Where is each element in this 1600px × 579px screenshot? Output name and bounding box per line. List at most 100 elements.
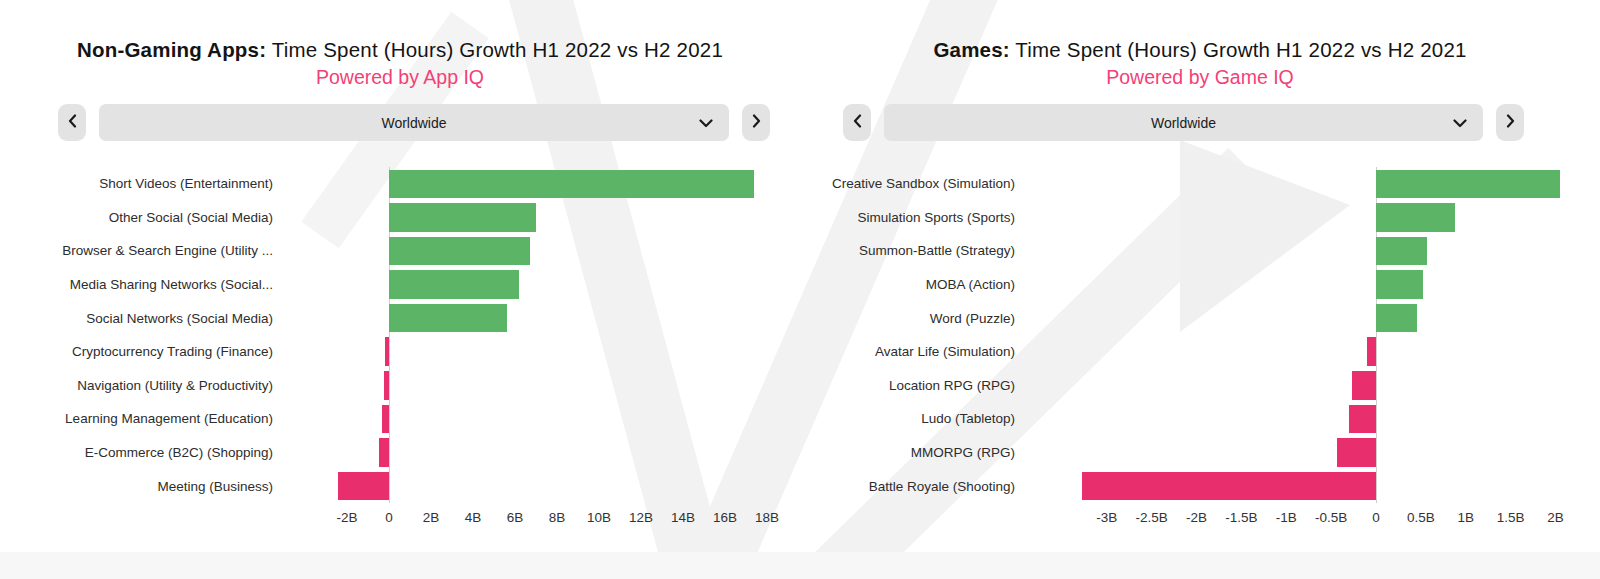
x-axis-tick-0.5B: 0.5B <box>1407 510 1435 525</box>
bar-mmorpg-rpg[interactable] <box>1337 438 1376 467</box>
row-plot <box>283 268 775 302</box>
row-plot <box>1025 167 1560 201</box>
chart-row: E-Commerce (B2C) (Shopping) <box>0 436 800 470</box>
bar-other-social-social-media[interactable] <box>389 203 536 232</box>
bar-word-puzzle[interactable] <box>1376 304 1417 333</box>
chart-row: Cryptocurrency Trading (Finance) <box>0 335 800 369</box>
category-label-moba-action: MOBA (Action) <box>800 268 1025 302</box>
chart-plot-area: Creative Sandbox (Simulation)Simulation … <box>800 167 1600 503</box>
category-label-mmorpg-rpg: MMORPG (RPG) <box>800 436 1025 470</box>
x-axis-tick--1B: -1B <box>1276 510 1297 525</box>
chart-rows: Creative Sandbox (Simulation)Simulation … <box>800 167 1600 503</box>
row-plot <box>1025 301 1560 335</box>
row-plot <box>283 469 775 503</box>
row-plot <box>283 402 775 436</box>
category-label-summon-battle-strategy: Summon-Battle (Strategy) <box>800 234 1025 268</box>
x-axis-tick-2B: 2B <box>1547 510 1564 525</box>
x-axis-tick--2B: -2B <box>1186 510 1207 525</box>
games-chart-panel: Games: Time Spent (Hours) Growth H1 2022… <box>800 0 1600 579</box>
chart-row: Creative Sandbox (Simulation) <box>800 167 1600 201</box>
bar-simulation-sports-sports[interactable] <box>1376 203 1455 232</box>
category-label-social-networks-social-media: Social Networks (Social Media) <box>0 301 283 335</box>
row-plot <box>283 436 775 470</box>
row-plot <box>1025 469 1560 503</box>
row-plot <box>1025 201 1560 235</box>
x-axis-tick-0: 0 <box>1372 510 1380 525</box>
chart-subtitle: Powered by App IQ <box>0 66 800 89</box>
x-axis-tick-14B: 14B <box>671 510 695 525</box>
chart-row: Word (Puzzle) <box>800 301 1600 335</box>
bar-learning-management-education[interactable] <box>382 405 389 434</box>
x-axis-tick-10B: 10B <box>587 510 611 525</box>
chart-row: Battle Royale (Shooting) <box>800 469 1600 503</box>
next-region-button[interactable] <box>1496 104 1524 141</box>
previous-region-button[interactable] <box>58 104 86 141</box>
chart-row: Other Social (Social Media) <box>0 201 800 235</box>
bar-media-sharing-networks-social[interactable] <box>389 270 519 299</box>
row-plot <box>283 234 775 268</box>
region-dropdown-value: Worldwide <box>381 115 446 131</box>
category-label-e-commerce-b2c-shopping: E-Commerce (B2C) (Shopping) <box>0 436 283 470</box>
category-label-browser-search-engine-utility: Browser & Search Engine (Utility ... <box>0 234 283 268</box>
bar-ludo-tabletop[interactable] <box>1349 405 1376 434</box>
x-axis-tick-1B: 1B <box>1457 510 1474 525</box>
non-gaming-apps-chart-panel: Non-Gaming Apps: Time Spent (Hours) Grow… <box>0 0 800 579</box>
chart-title-rest: Time Spent (Hours) Growth H1 2022 vs H2 … <box>266 38 723 61</box>
category-label-avatar-life-simulation: Avatar Life (Simulation) <box>800 335 1025 369</box>
bar-location-rpg-rpg[interactable] <box>1352 371 1376 400</box>
region-dropdown-value: Worldwide <box>1151 115 1216 131</box>
category-label-learning-management-education: Learning Management (Education) <box>0 402 283 436</box>
bar-meeting-business[interactable] <box>338 472 389 501</box>
x-axis-tick--0.5B: -0.5B <box>1315 510 1347 525</box>
row-plot <box>283 167 775 201</box>
x-axis-tick-12B: 12B <box>629 510 653 525</box>
x-axis: -2B02B4B6B8B10B12B14B16B18B <box>283 510 775 530</box>
bar-cryptocurrency-trading-finance[interactable] <box>385 337 389 366</box>
bar-short-videos-entertainment[interactable] <box>389 170 754 199</box>
category-label-location-rpg-rpg: Location RPG (RPG) <box>800 369 1025 403</box>
row-plot <box>283 369 775 403</box>
chart-row: MMORPG (RPG) <box>800 436 1600 470</box>
chevron-right-icon <box>1506 114 1515 132</box>
next-region-button[interactable] <box>742 104 770 141</box>
row-plot <box>283 201 775 235</box>
x-axis-tick-0: 0 <box>385 510 393 525</box>
category-label-simulation-sports-sports: Simulation Sports (Sports) <box>800 201 1025 235</box>
category-label-media-sharing-networks-social: Media Sharing Networks (Social... <box>0 268 283 302</box>
bar-navigation-utility-productivity[interactable] <box>384 371 389 400</box>
chevron-right-icon <box>752 114 761 132</box>
x-axis-tick--1.5B: -1.5B <box>1225 510 1257 525</box>
row-plot <box>1025 335 1560 369</box>
x-axis: -3B-2.5B-2B-1.5B-1B-0.5B00.5B1B1.5B2B <box>1025 510 1560 530</box>
dual-chart-dashboard: Non-Gaming Apps: Time Spent (Hours) Grow… <box>0 0 1600 579</box>
bar-summon-battle-strategy[interactable] <box>1376 237 1427 266</box>
chart-row: Navigation (Utility & Productivity) <box>0 369 800 403</box>
region-dropdown[interactable]: Worldwide <box>884 104 1483 141</box>
category-label-ludo-tabletop: Ludo (Tabletop) <box>800 402 1025 436</box>
row-plot <box>1025 436 1560 470</box>
x-axis-tick--2.5B: -2.5B <box>1135 510 1167 525</box>
x-axis-tick-6B: 6B <box>507 510 524 525</box>
bar-creative-sandbox-simulation[interactable] <box>1376 170 1560 199</box>
region-selector-controls: Worldwide <box>0 104 800 141</box>
x-axis-tick-4B: 4B <box>465 510 482 525</box>
chart-row: Ludo (Tabletop) <box>800 402 1600 436</box>
bar-battle-royale-shooting[interactable] <box>1082 472 1376 501</box>
region-dropdown[interactable]: Worldwide <box>99 104 729 141</box>
chart-title: Games: Time Spent (Hours) Growth H1 2022… <box>800 38 1600 62</box>
x-axis-tick-2B: 2B <box>423 510 440 525</box>
bar-browser-search-engine-utility[interactable] <box>389 237 530 266</box>
chart-subtitle: Powered by Game IQ <box>800 66 1600 89</box>
chart-row: Social Networks (Social Media) <box>0 301 800 335</box>
region-selector-controls: Worldwide <box>800 104 1600 141</box>
chevron-left-icon <box>853 114 862 132</box>
chart-row: Meeting (Business) <box>0 469 800 503</box>
bar-e-commerce-b2c-shopping[interactable] <box>379 438 389 467</box>
chart-row: Location RPG (RPG) <box>800 369 1600 403</box>
bar-social-networks-social-media[interactable] <box>389 304 507 333</box>
bar-moba-action[interactable] <box>1376 270 1423 299</box>
bar-avatar-life-simulation[interactable] <box>1367 337 1376 366</box>
previous-region-button[interactable] <box>843 104 871 141</box>
chart-plot-area: Short Videos (Entertainment)Other Social… <box>0 167 800 503</box>
row-plot <box>1025 402 1560 436</box>
